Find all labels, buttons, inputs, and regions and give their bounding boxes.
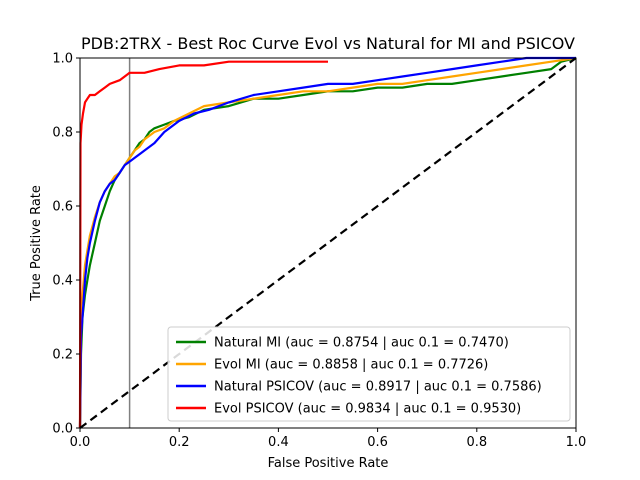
legend-box [167, 326, 571, 422]
x-tick-label: 0.0 [70, 435, 91, 450]
x-tick-label: 1.0 [566, 435, 587, 450]
series-line-3 [78, 60, 328, 429]
x-tick-label: 0.2 [169, 435, 190, 450]
y-tick-label: 0.8 [52, 126, 73, 141]
x-tick-label: 0.6 [367, 435, 388, 450]
plot-area [78, 56, 577, 429]
legend: Natural MI (auc = 0.8754 | auc 0.1 = 0.7… [167, 326, 571, 422]
chart-title: PDB:2TRX - Best Roc Curve Evol vs Natura… [81, 34, 575, 53]
x-axis-label: False Positive Rate [268, 456, 389, 471]
series-line-2 [78, 56, 576, 429]
y-tick-label: 0.0 [52, 422, 73, 437]
legend-label-2: Natural PSICOV (auc = 0.8917 | auc 0.1 =… [214, 380, 542, 395]
x-tick-label: 0.4 [268, 435, 289, 450]
y-tick-label: 0.2 [52, 348, 73, 363]
y-tick-label: 0.4 [52, 274, 73, 289]
series-line-0 [78, 56, 577, 429]
axis-ticks: 0.0 0.2 0.4 0.6 0.8 1.0 0.0 0.2 0.4 0.6 0.8 1.0 [52, 52, 586, 451]
legend-label-1: Evol MI (auc = 0.8858 | auc 0.1 = 0.7726… [214, 358, 488, 373]
legend-label-0: Natural MI (auc = 0.8754 | auc 0.1 = 0.7… [214, 336, 509, 351]
y-axis-label: True Positive Rate [29, 185, 44, 302]
legend-label-3: Evol PSICOV (auc = 0.9834 | auc 0.1 = 0.… [214, 402, 521, 417]
y-tick-label: 1.0 [52, 52, 73, 67]
plot-frame [79, 57, 577, 429]
y-tick-label: 0.6 [52, 200, 73, 215]
x-tick-label: 0.8 [466, 435, 487, 450]
